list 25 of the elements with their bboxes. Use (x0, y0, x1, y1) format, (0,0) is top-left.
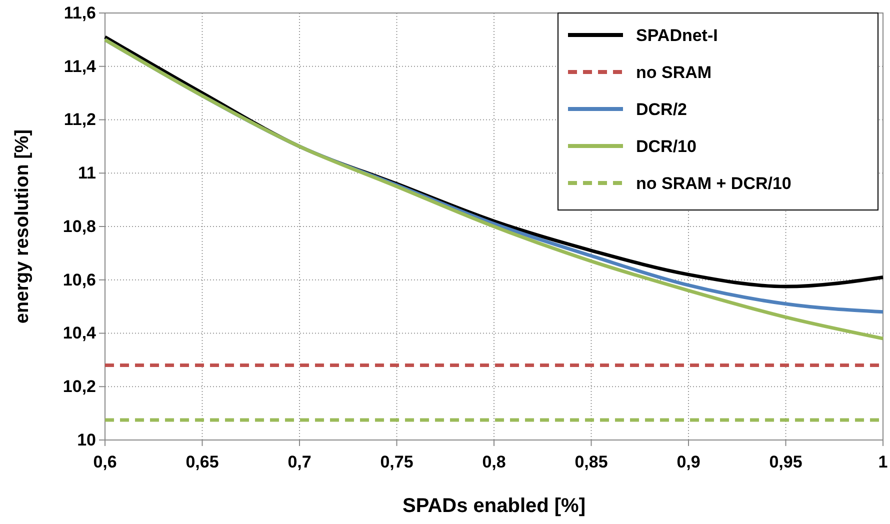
y-axis-title: energy resolution [%] (12, 129, 33, 324)
y-tick-label: 11 (78, 164, 96, 183)
x-tick-label: 0,9 (676, 452, 700, 472)
x-tick-label: 0,85 (574, 452, 608, 472)
y-tick-label: 10 (77, 430, 96, 450)
legend-label: DCR/2 (636, 100, 688, 119)
x-tick-label: 0,75 (380, 452, 414, 472)
legend-label: no SRAM + DCR/10 (636, 174, 792, 193)
legend-label: SPADnet-I (636, 26, 718, 45)
x-tick-label: 0,7 (288, 452, 312, 472)
legend-label: no SRAM (636, 63, 712, 82)
y-tick-label: 11,2 (64, 110, 96, 130)
x-tick-label: 1 (878, 452, 888, 472)
y-tick-label: 10,6 (62, 270, 96, 290)
x-axis-title: SPADs enabled [%] (402, 495, 586, 517)
x-tick-label: 0,8 (482, 452, 506, 472)
y-tick-label: 10,8 (62, 216, 96, 236)
y-tick-label: 11,4 (64, 56, 97, 76)
y-tick-label: 10,4 (62, 324, 97, 343)
x-tick-label: 0,65 (186, 452, 219, 472)
x-tick-label: 0,6 (93, 452, 117, 472)
y-tick-label: 10,2 (62, 377, 96, 396)
legend-label: DCR/10 (636, 137, 696, 156)
y-tick-label: 11,6 (64, 3, 96, 22)
x-tick-label: 0,95 (769, 452, 802, 472)
